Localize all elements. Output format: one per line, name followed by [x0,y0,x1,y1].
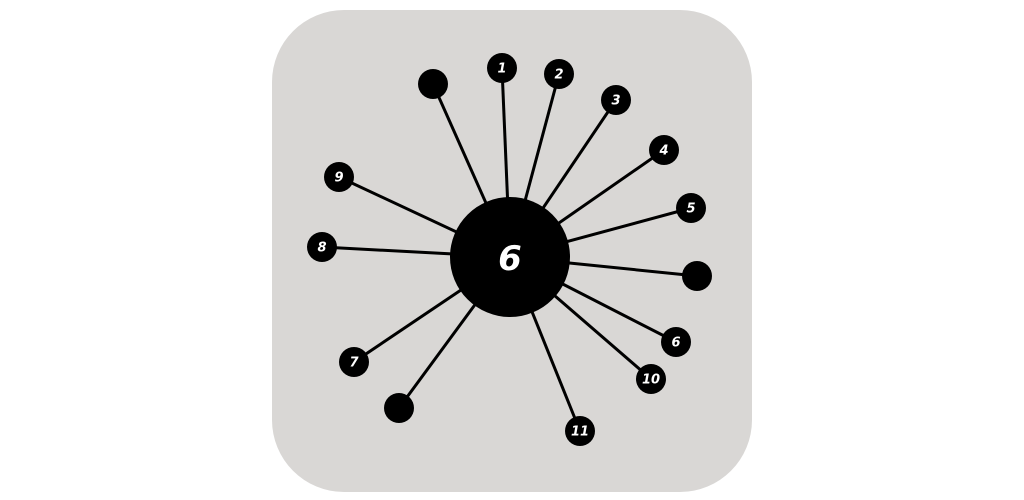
pin-ball [487,53,517,83]
pin-3: 3 [601,85,631,115]
pin-ball [565,416,595,446]
pin-label: 8 [317,241,326,256]
pin-ball [682,261,712,291]
pin-ball [418,69,448,99]
pin-ball [307,232,337,262]
pin-blank-bottom [384,393,414,423]
pin-ball [544,59,574,89]
pin-6: 6 [661,327,691,357]
pin-label: 11 [571,425,589,440]
pin-5: 5 [676,193,706,223]
core-circle[interactable] [450,197,570,317]
pin-8: 8 [307,232,337,262]
pin-label: 7 [349,356,359,371]
pin-1: 1 [487,53,517,83]
pin-ball [661,327,691,357]
pins: 1 2 3 4 5 6 [307,53,712,446]
pin-ball [636,364,666,394]
pin-label: 10 [642,373,660,388]
pin-10: 10 [636,364,666,394]
pin-label: 4 [658,144,668,159]
pin-label: 5 [686,202,695,217]
pin-label: 6 [671,336,680,351]
pin-ball [676,193,706,223]
pin-ball [649,135,679,165]
core-label: 6 [498,239,522,279]
pin-ball [601,85,631,115]
pin-label: 2 [554,68,563,83]
core[interactable]: 6 [450,197,570,317]
pin-4: 4 [649,135,679,165]
pin-9: 9 [324,162,354,192]
pin-blank-right [682,261,712,291]
pin-2: 2 [544,59,574,89]
pin-ball [384,393,414,423]
pin-ball [324,162,354,192]
pin-ball [339,347,369,377]
pin-label: 9 [334,171,343,186]
pin-blank-top [418,69,448,99]
pin-label: 3 [611,94,620,109]
pin-label: 1 [497,62,506,77]
pin-7: 7 [339,347,369,377]
pin-11: 11 [565,416,595,446]
